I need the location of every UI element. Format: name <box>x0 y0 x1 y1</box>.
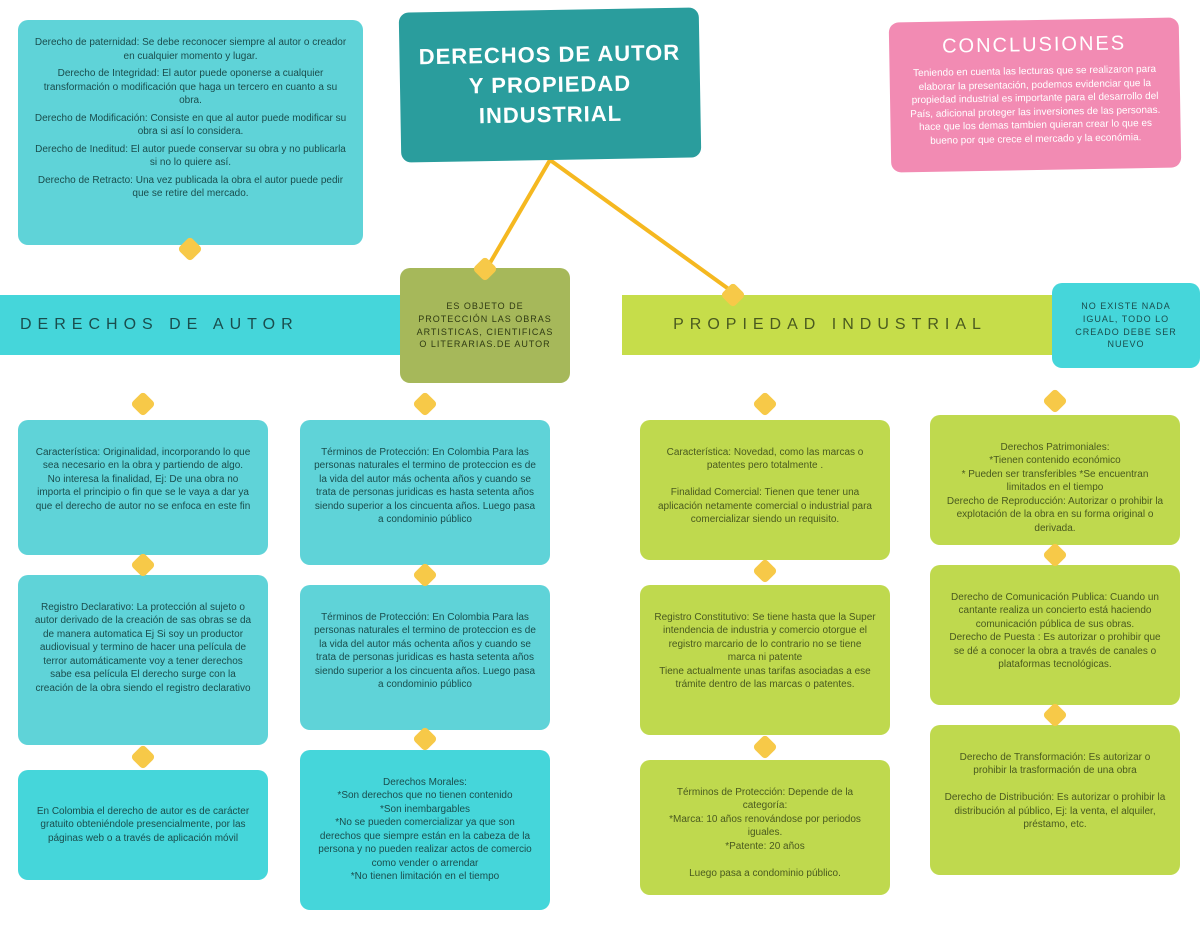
autor-header-text: DERECHOS DE AUTOR <box>20 314 299 336</box>
diamond-icon <box>412 562 437 587</box>
diamond-icon <box>130 391 155 416</box>
col1-b1-text: Característica: Originalidad, incorporan… <box>36 447 251 512</box>
col2-b1: Términos de Protección: En Colombia Para… <box>300 420 550 565</box>
diamond-icon <box>1042 702 1067 727</box>
industrial-header: PROPIEDAD INDUSTRIAL <box>622 295 1052 355</box>
main-title: DERECHOS DE AUTOR Y PROPIEDAD INDUSTRIAL <box>399 7 702 162</box>
col1-b3-text: En Colombia el derecho de autor es de ca… <box>32 805 254 846</box>
col1-b3: En Colombia el derecho de autor es de ca… <box>18 770 268 880</box>
diamond-icon <box>1042 388 1067 413</box>
col4-b3-text: Derecho de Transformación: Es autorizar … <box>945 752 1166 831</box>
diamond-icon <box>752 558 777 583</box>
industrial-header-text: PROPIEDAD INDUSTRIAL <box>673 314 987 336</box>
col3-b1: Característica: Novedad, como las marcas… <box>640 420 890 560</box>
industrial-note-text: NO EXISTE NADA IGUAL, TODO LO CREADO DEB… <box>1066 300 1186 350</box>
col1-b2-text: Registro Declarativo: La protección al s… <box>35 602 251 694</box>
col4-b1-text: Derechos Patrimoniales: *Tienen contenid… <box>947 442 1163 534</box>
col3-b3-text: Términos de Protección: Depende de la ca… <box>669 787 861 879</box>
col3-b2: Registro Constitutivo: Se tiene hasta qu… <box>640 585 890 735</box>
col1-b2: Registro Declarativo: La protección al s… <box>18 575 268 745</box>
main-title-text: DERECHOS DE AUTOR Y PROPIEDAD INDUSTRIAL <box>413 38 687 132</box>
conclusions-box: CONCLUSIONES Teniendo en cuenta las lect… <box>889 17 1182 172</box>
diamond-icon <box>130 552 155 577</box>
col2-b2-text: Términos de Protección: En Colombia Para… <box>314 612 536 691</box>
col3-b2-text: Registro Constitutivo: Se tiene hasta qu… <box>654 612 875 691</box>
diamond-icon <box>130 744 155 769</box>
col2-b3: Derechos Morales: *Son derechos que no t… <box>300 750 550 910</box>
topleft-p1: Derecho de paternidad: Se debe reconocer… <box>32 36 349 63</box>
col4-b1: Derechos Patrimoniales: *Tienen contenid… <box>930 415 1180 545</box>
conclusions-body: Teniendo en cuenta las lecturas que se r… <box>903 63 1166 149</box>
col2-b1-text: Términos de Protección: En Colombia Para… <box>314 447 536 526</box>
diamond-icon <box>412 726 437 751</box>
col1-b1: Característica: Originalidad, incorporan… <box>18 420 268 555</box>
diamond-icon <box>752 734 777 759</box>
col4-b2-text: Derecho de Comunicación Publica: Cuando … <box>949 592 1160 671</box>
conclusions-title: CONCLUSIONES <box>903 30 1165 62</box>
autor-note-text: ES OBJETO DE PROTECCIÓN LAS OBRAS ARTIST… <box>414 300 556 350</box>
topleft-p3: Derecho de Modificación: Consiste en que… <box>32 112 349 139</box>
industrial-note: NO EXISTE NADA IGUAL, TODO LO CREADO DEB… <box>1052 283 1200 368</box>
col3-b1-text: Característica: Novedad, como las marcas… <box>658 447 872 526</box>
col3-b3: Términos de Protección: Depende de la ca… <box>640 760 890 895</box>
col4-b2: Derecho de Comunicación Publica: Cuando … <box>930 565 1180 705</box>
col2-b2: Términos de Protección: En Colombia Para… <box>300 585 550 730</box>
diamond-icon <box>412 391 437 416</box>
topleft-p2: Derecho de Integridad: El autor puede op… <box>32 67 349 108</box>
top-left-box: Derecho de paternidad: Se debe reconocer… <box>18 20 363 245</box>
col2-b3-text: Derechos Morales: *Son derechos que no t… <box>318 777 531 883</box>
diamond-icon <box>1042 542 1067 567</box>
col4-b3: Derecho de Transformación: Es autorizar … <box>930 725 1180 875</box>
topleft-p4: Derecho de Ineditud: El autor puede cons… <box>32 143 349 170</box>
diamond-icon <box>752 391 777 416</box>
autor-note: ES OBJETO DE PROTECCIÓN LAS OBRAS ARTIST… <box>400 268 570 383</box>
autor-header: DERECHOS DE AUTOR <box>0 295 400 355</box>
topleft-p5: Derecho de Retracto: Una vez publicada l… <box>32 174 349 201</box>
